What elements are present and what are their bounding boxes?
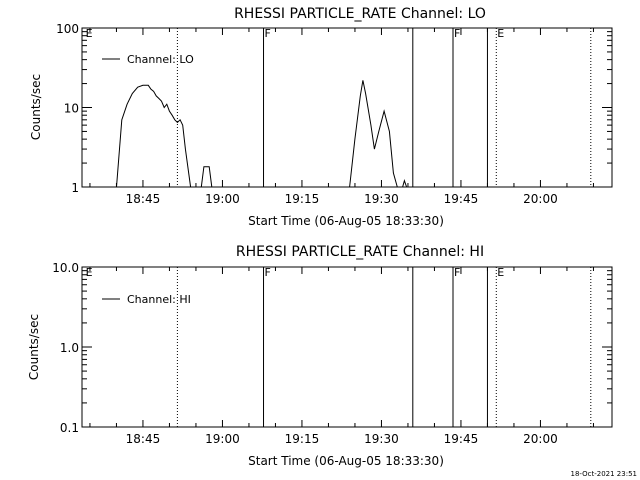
hi-x-tick-label: 19:45 [444,432,479,446]
lo-event-label: E [497,27,504,40]
hi-event-label: F [265,266,271,279]
lo-y-axis-label: Counts/sec [29,74,43,140]
lo-x-tick-label: 19:15 [285,192,320,206]
lo-y-tick-label: 100 [56,22,79,36]
footer-timestamp: 18-Oct-2021 23:51 [571,470,637,478]
lo-event-label: F [265,27,271,40]
lo-legend-label: Channel: LO [127,53,194,66]
lo-x-tick-label: 18:45 [126,192,161,206]
lo-y-tick-label: 1 [71,181,79,195]
hi-y-axis-label: Counts/sec [27,314,41,380]
hi-event-label: E [497,266,504,279]
hi-event-label: E [86,266,93,279]
lo-plot-frame [81,27,613,188]
hi-legend-label: Channel: HI [127,293,191,306]
lo-x-tick-label: 19:45 [444,192,479,206]
hi-channel-panel: RHESSI PARTICLE_RATE Channel: HI Counts/… [27,244,613,468]
lo-series-line [349,80,398,188]
lo-series-line [200,166,213,188]
lo-x-axis-label: Start Time (06-Aug-05 18:33:30) [248,214,444,228]
hi-y-tick-label: 1.0 [60,341,79,355]
hi-chart-title: RHESSI PARTICLE_RATE Channel: HI [236,244,484,260]
lo-event-label: F [454,27,460,40]
hi-x-tick-label: 19:00 [205,432,240,446]
hi-event-label: F [454,266,460,279]
lo-x-tick-label: 20:00 [523,192,558,206]
lo-series-line [402,179,408,188]
hi-plot-frame [81,266,613,428]
lo-channel-panel: RHESSI PARTICLE_RATE Channel: LO Counts/… [29,6,613,228]
hi-x-tick-label: 20:00 [523,432,558,446]
hi-y-tick-label: 0.1 [60,421,79,435]
lo-event-label: E [86,27,93,40]
lo-x-tick-label: 19:30 [364,192,399,206]
lo-chart-title: RHESSI PARTICLE_RATE Channel: LO [234,6,486,22]
lo-series-line [116,84,192,188]
hi-x-tick-label: 19:15 [285,432,320,446]
hi-y-tick-label: 10.0 [52,261,79,275]
hi-x-axis-label: Start Time (06-Aug-05 18:33:30) [248,454,444,468]
lo-x-tick-label: 19:00 [205,192,240,206]
hi-x-tick-label: 18:45 [126,432,161,446]
hi-x-tick-label: 19:30 [364,432,399,446]
lo-y-tick-label: 10 [64,102,79,116]
